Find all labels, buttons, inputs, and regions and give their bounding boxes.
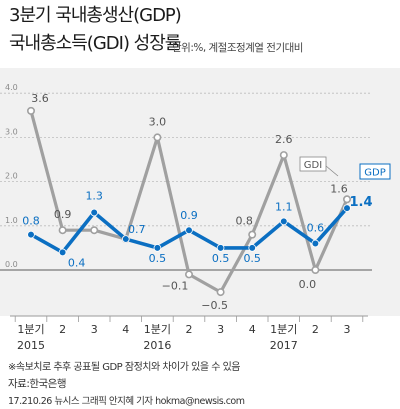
gdp-value-label: 0.4 [68, 256, 86, 269]
source-label: 자료:한국은행 [8, 378, 67, 390]
gdp-value-label: 0.5 [149, 252, 167, 265]
x-tick-label: 3 [217, 323, 224, 336]
growth-rate-line-chart: 4.0 3.0 2.0 1.0 0.0 3.6 0.9 3.0 −0.1 −0.5 0.8 2.6 0… [0, 68, 400, 352]
gdp-point [216, 244, 225, 252]
gdp-point [27, 230, 35, 239]
gdi-point [311, 265, 320, 274]
gdp-point [279, 217, 288, 226]
y-tick-label: 3.0 [5, 127, 18, 136]
gdp-tag-label: GDP [364, 168, 385, 179]
gdi-value-label: 0.9 [54, 208, 72, 221]
gdi-point [90, 226, 99, 235]
gdp-point [58, 248, 67, 257]
gdi-point [216, 288, 225, 297]
gdp-point [122, 235, 130, 243]
y-tick-label: 1.0 [5, 216, 18, 225]
chart-title-line1: 3분기 국내총생산(GDP) [9, 5, 182, 26]
gdp-point [248, 244, 257, 252]
gdi-value-label: 3.0 [149, 115, 167, 128]
gdi-value-label: −0.1 [162, 279, 189, 292]
x-tick-label: 2 [186, 323, 193, 336]
y-tick-label: 2.0 [5, 172, 18, 181]
x-tick-label: 2 [312, 323, 319, 336]
gdi-value-label: 0.0 [299, 278, 317, 291]
gdp-point [343, 204, 351, 212]
gdi-value-label: 0.8 [235, 215, 253, 228]
gdi-point [26, 106, 35, 115]
gdp-series-tag: GDP [359, 163, 391, 180]
gdi-value-label: 3.6 [31, 92, 49, 105]
gdi-point [279, 151, 288, 160]
gdi-value-label: 1.6 [330, 182, 348, 195]
gdi-point [248, 230, 257, 239]
gdp-point [153, 244, 162, 252]
x-tick-label: 2 [59, 323, 66, 336]
year-label: 2017 [270, 339, 298, 352]
gdp-tag-box [359, 163, 391, 180]
gdp-point [185, 226, 193, 235]
gdi-tag-label: GDI [304, 160, 322, 171]
unit-label: 단위:%, 계절조정계열 전기대비 [172, 42, 303, 54]
gdi-series-tag: GDI [299, 156, 339, 177]
x-tick-label: 3 [91, 323, 98, 336]
gdp-point [311, 239, 320, 248]
gdp-value-label: 1.1 [275, 200, 293, 213]
year-label: 2016 [143, 339, 171, 352]
x-tick-label: 3 [344, 323, 351, 336]
gdi-value-label: 2.6 [275, 133, 293, 146]
gdi-point [185, 270, 194, 279]
credit-label: 17.210.26 뉴시스 그래픽 안지혜 기자 hokma@newsis.co… [8, 396, 245, 407]
gdi-point [58, 226, 67, 235]
gdp-value-label: 0.5 [212, 252, 230, 265]
x-tick-label: 4 [249, 323, 256, 336]
gdp-value-label: 0.6 [307, 221, 325, 234]
x-tick-label: 1분기 [17, 323, 44, 336]
x-tick-label: 1분기 [144, 323, 171, 336]
gdi-point [153, 133, 162, 142]
y-tick-label: 0.0 [5, 260, 18, 269]
gdp-value-label: 0.7 [128, 223, 146, 236]
y-tick-label: 4.0 [5, 83, 18, 92]
chart-title-line2: 국내총소득(GDI) 성장률 [9, 33, 181, 54]
gdi-tag-pointer [325, 165, 339, 177]
gdp-point [90, 208, 98, 217]
gdi-tag-box [299, 156, 327, 172]
x-tick-label: 4 [122, 323, 129, 336]
gdp-value-label: 0.9 [180, 209, 198, 222]
gdp-value-label: 0.8 [22, 215, 40, 228]
gdp-value-label: 1.4 [349, 195, 372, 210]
gdp-value-label: 1.3 [85, 190, 103, 203]
gdp-value-label: 0.5 [243, 252, 261, 265]
gdi-value-label: −0.5 [201, 299, 228, 312]
gdi-point [342, 195, 351, 204]
footnote: ※속보치로 추후 공표될 GDP 잠정치와 차이가 있을 수 있음 [8, 362, 241, 373]
year-label: 2015 [17, 339, 45, 352]
x-tick-label: 1분기 [270, 323, 297, 336]
